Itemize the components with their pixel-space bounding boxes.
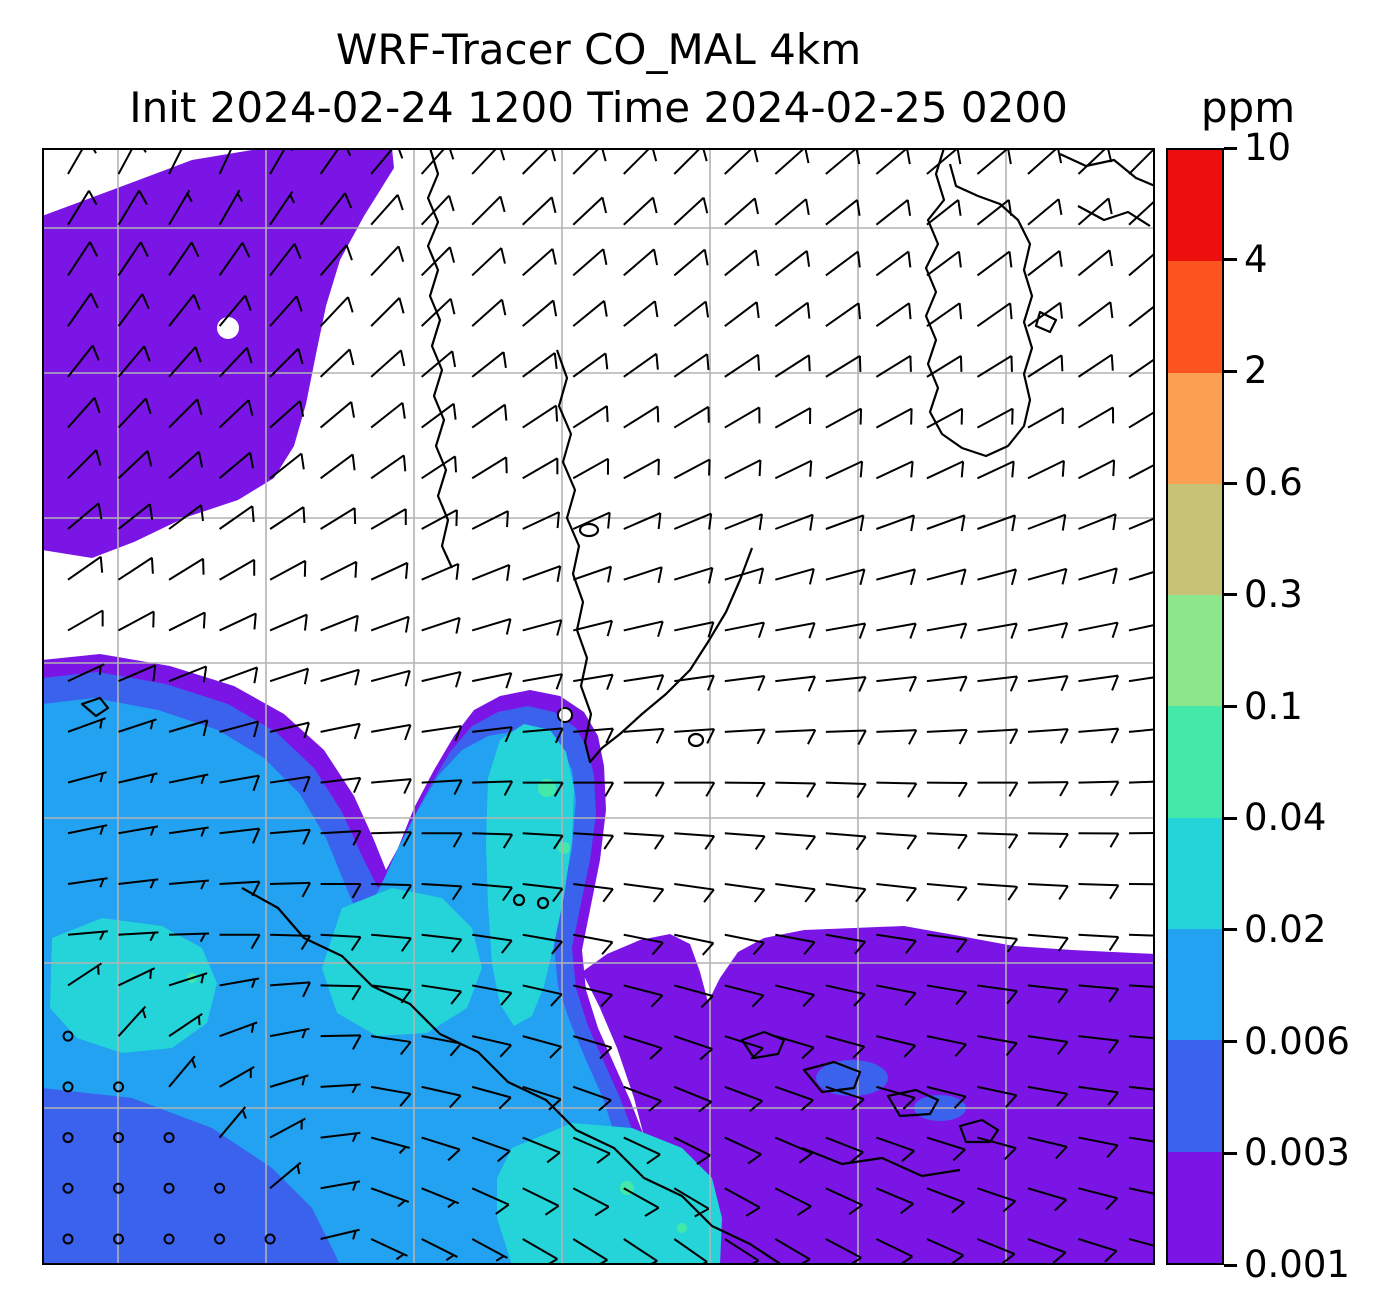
plot-frame (42, 148, 1155, 1265)
colorbar-tick-label: 10 (1244, 126, 1292, 169)
colorbar-segment (1168, 372, 1222, 484)
colorbar-segment (1168, 706, 1222, 818)
white-islet-hole (557, 707, 573, 723)
colorbar-tick (1224, 593, 1237, 597)
colorbar-segment (1168, 817, 1222, 930)
colorbar-tick (1224, 369, 1237, 373)
colorbar-tick (1224, 928, 1237, 932)
green-speck-b-0.04 (558, 842, 570, 854)
colorbar-tick (1224, 1151, 1237, 1155)
colorbar-tick-label: 0.1 (1244, 684, 1303, 728)
colorbar-tick-label: 0.003 (1244, 1131, 1350, 1175)
cyan-mid-patch-0.02 (322, 888, 482, 1036)
colorbar-tick (1224, 146, 1237, 150)
colorbar-tick (1224, 481, 1237, 485)
colorbar-tick-label: 2 (1244, 349, 1268, 393)
nw-plume-hole (217, 317, 239, 339)
colorbar-tick (1224, 258, 1237, 262)
cyan-tongue-0.02 (486, 724, 574, 1026)
colorbar-tick-label: 0.02 (1244, 907, 1327, 951)
chart-subtitle: Init 2024-02-24 1200 Time 2024-02-25 020… (129, 83, 1068, 132)
concentration-fill-layers (42, 148, 1155, 1265)
chart-title: WRF-Tracer CO_MAL 4km (335, 25, 862, 74)
colorbar-segment (1168, 261, 1222, 373)
colorbar-units-label: ppm (1200, 83, 1296, 132)
colorbar-area: 0.001 0.003 0.006 0.02 0.04 0.1 0.3 0.6 2 4 10 (1166, 126, 1400, 1286)
se-blue-wisp-a (816, 1060, 888, 1096)
colorbar-tick-label: 0.04 (1244, 796, 1327, 840)
colorbar-tick (1224, 1263, 1237, 1267)
wind-barbs (62, 148, 1155, 1265)
colorbar-segment (1168, 1151, 1222, 1263)
colorbar-segment (1168, 1040, 1222, 1152)
colorbar (1166, 148, 1224, 1265)
se-purple-region-0.001 (582, 926, 1155, 1265)
colorbar-tick (1224, 1040, 1237, 1044)
colorbar-tick-label: 0.3 (1244, 572, 1303, 616)
colorbar-tick-label: 0.6 (1244, 461, 1303, 505)
cyan-west-patch-0.02 (50, 918, 217, 1053)
map-plot (42, 148, 1155, 1265)
colorbar-tick-label: 0.006 (1244, 1019, 1350, 1063)
colorbar-segment (1168, 929, 1222, 1041)
green-speck-d-0.04 (677, 1223, 687, 1233)
colorbar-segment (1168, 150, 1222, 262)
colorbar-tick (1224, 705, 1237, 708)
colorbar-tick-label: 4 (1244, 237, 1268, 281)
colorbar-segment (1168, 595, 1222, 707)
colorbar-tick (1224, 816, 1237, 820)
coastlines (80, 148, 1155, 1265)
nw-purple-plume (42, 148, 394, 558)
colorbar-tick-label: 0.001 (1244, 1243, 1350, 1286)
colorbar-segment (1168, 483, 1222, 596)
